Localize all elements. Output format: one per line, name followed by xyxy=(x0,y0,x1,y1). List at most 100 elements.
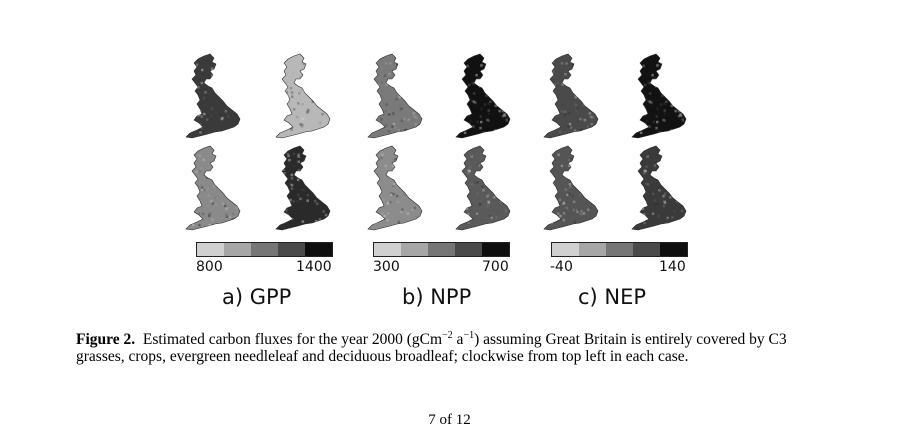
map-texture-cell xyxy=(565,206,569,210)
map-texture-cell xyxy=(475,172,479,175)
map-texture-cell xyxy=(562,202,565,206)
map-texture-cell xyxy=(324,89,328,92)
map-texture-cell xyxy=(550,209,553,213)
map-texture-cell xyxy=(222,223,226,226)
map-texture-cell xyxy=(679,154,682,158)
map-texture-cell xyxy=(483,76,486,79)
map-texture-cell xyxy=(322,84,325,87)
map-texture-cell xyxy=(498,83,501,87)
map-texture-cell xyxy=(375,70,379,74)
map-texture-cell xyxy=(589,206,592,210)
map-texture-cell xyxy=(553,108,557,111)
caption-text-1: Estimated carbon fluxes for the year 200… xyxy=(142,331,443,348)
map-texture-cell xyxy=(390,192,393,195)
map-texture-cell xyxy=(494,91,497,94)
map-texture-cell xyxy=(393,126,397,129)
map-texture-cell xyxy=(462,178,465,181)
map-texture-cell xyxy=(486,195,489,198)
map-texture-cell xyxy=(321,166,325,169)
map-texture-cell xyxy=(574,170,577,173)
map-texture-cell xyxy=(480,64,483,67)
map-texture-cell xyxy=(404,69,407,72)
map-texture-cell xyxy=(647,99,651,103)
map-texture-cell xyxy=(283,109,287,112)
map-texture-cell xyxy=(674,60,677,63)
map-texture-cell xyxy=(212,162,216,166)
map-texture-cell xyxy=(648,92,652,95)
map-texture-cell xyxy=(505,119,508,122)
map-texture-cell xyxy=(638,219,642,223)
map-texture-cell xyxy=(290,95,294,98)
map-texture-cell xyxy=(316,162,319,166)
map-texture-cell xyxy=(579,212,583,216)
map-texture-cell xyxy=(402,168,405,172)
map-texture-cell xyxy=(505,103,508,107)
map-texture-cell xyxy=(648,125,651,128)
map-texture-cell xyxy=(652,163,656,167)
map-texture-cell xyxy=(374,209,377,213)
map-nep-top-left-svg xyxy=(543,53,599,139)
map-texture-cell xyxy=(297,174,301,177)
map-texture-cell xyxy=(192,124,195,127)
map-texture-cell xyxy=(200,167,203,170)
great-britain-shape xyxy=(455,145,511,231)
map-texture-cell xyxy=(567,158,571,162)
map-texture-cell xyxy=(283,113,286,117)
map-texture-cell xyxy=(657,214,661,218)
map-texture-cell xyxy=(464,191,467,195)
map-texture-cell xyxy=(586,85,589,88)
map-texture-cell xyxy=(673,209,676,213)
map-texture-cell xyxy=(375,186,379,189)
map-texture-cell xyxy=(647,81,650,85)
colorbar-nep-min-label: -40 xyxy=(550,259,573,275)
map-texture-cell xyxy=(564,188,568,191)
map-texture-cell xyxy=(282,168,285,171)
caption-exponent-2: −1 xyxy=(463,329,475,341)
map-texture-cell xyxy=(476,181,479,184)
map-texture-cell xyxy=(651,73,654,77)
colorbar-nep-step-4 xyxy=(633,243,660,256)
map-texture-cell xyxy=(582,180,585,183)
map-texture-cell xyxy=(389,206,393,210)
map-texture-cell xyxy=(318,90,321,93)
map-texture-cell xyxy=(495,91,499,94)
map-texture-cell xyxy=(215,88,218,91)
map-texture-cell xyxy=(563,113,567,116)
map-texture-cell xyxy=(466,64,469,68)
map-texture-cell xyxy=(463,178,466,181)
map-texture-cell xyxy=(197,114,200,118)
map-texture-cell xyxy=(403,193,406,197)
map-texture-cell xyxy=(382,130,386,134)
map-texture-cell xyxy=(415,79,419,82)
map-texture-cell xyxy=(212,75,216,78)
map-texture-cell xyxy=(470,155,473,158)
map-texture-cell xyxy=(486,62,489,65)
map-texture-cell xyxy=(400,208,404,211)
map-texture-cell xyxy=(643,171,646,175)
map-texture-cell xyxy=(552,204,555,208)
caption-text-2: ) assuming Great Britain is entirely cov… xyxy=(76,331,787,365)
map-texture-cell xyxy=(580,69,583,72)
map-texture-cell xyxy=(648,81,652,85)
map-texture-cell xyxy=(578,168,581,172)
map-texture-cell xyxy=(199,131,202,134)
map-texture-cell xyxy=(397,220,401,224)
map-texture-cell xyxy=(500,105,504,109)
map-texture-cell xyxy=(670,89,673,92)
map-texture-cell xyxy=(584,119,587,122)
colorbar-npp-step-3 xyxy=(428,243,455,256)
map-texture-cell xyxy=(573,87,577,91)
map-texture-cell xyxy=(198,224,201,227)
map-texture-cell xyxy=(380,156,383,160)
map-texture-cell xyxy=(292,108,296,111)
map-texture-cell xyxy=(206,176,209,179)
map-texture-cell xyxy=(413,182,416,186)
map-texture-cell xyxy=(415,92,418,95)
map-texture-cell xyxy=(198,128,201,132)
map-texture-cell xyxy=(556,156,559,160)
map-texture-cell xyxy=(219,181,223,185)
map-texture-cell xyxy=(572,208,576,212)
map-texture-cell xyxy=(576,210,579,214)
map-texture-cell xyxy=(221,116,224,120)
map-texture-cell xyxy=(467,171,470,175)
